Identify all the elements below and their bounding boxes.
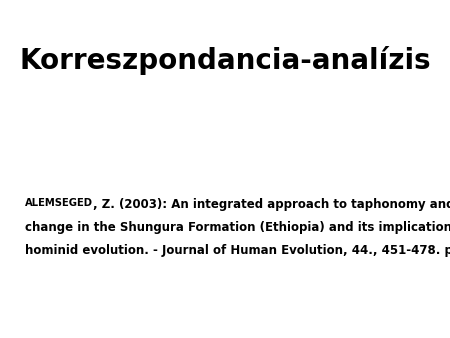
- Text: Korreszpondancia-analízis: Korreszpondancia-analízis: [19, 46, 431, 75]
- Text: ALEMSEGED: ALEMSEGED: [25, 198, 93, 208]
- Text: hominid evolution. - Journal of Human Evolution, 44., 451-478. p.: hominid evolution. - Journal of Human Ev…: [25, 244, 450, 257]
- Text: change in the Shungura Formation (Ethiopia) and its implication for: change in the Shungura Formation (Ethiop…: [25, 221, 450, 234]
- Text: , Z. (2003): An integrated approach to taphonomy and faunal: , Z. (2003): An integrated approach to t…: [93, 198, 450, 211]
